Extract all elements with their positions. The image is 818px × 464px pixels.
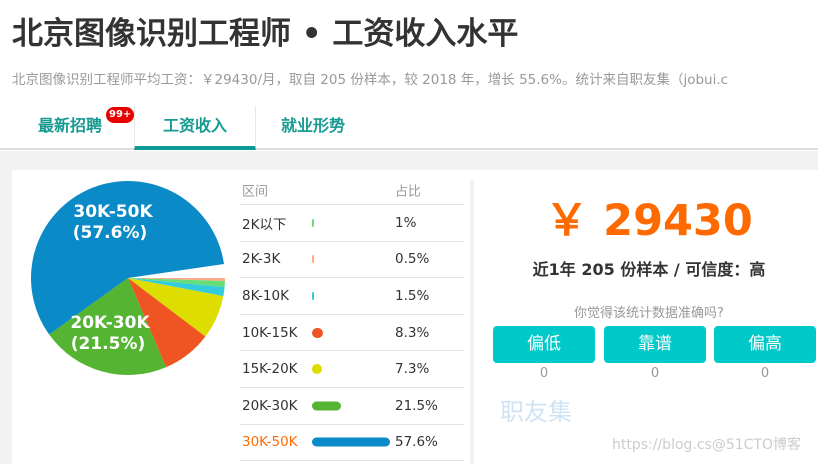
table-row: 10K-15K 8.3%	[240, 315, 464, 352]
share-percent: 21.5%	[395, 397, 438, 414]
pie-label-percent: (21.5%)	[71, 334, 146, 354]
header-share: 占比	[395, 184, 422, 200]
table-row: 15K-20K 7.3%	[240, 351, 464, 388]
sample-info: 近1年 205 份样本 / 可信度：高	[532, 260, 766, 279]
count-badge: 99+	[106, 107, 135, 123]
vote-accurate-count: 0	[650, 366, 660, 381]
vote-low-button[interactable]: 偏低	[493, 326, 595, 363]
tab-salary[interactable]: 工资收入	[134, 106, 256, 150]
share-bar	[312, 327, 324, 338]
tab-employment[interactable]: 就业形势	[281, 106, 345, 150]
vote-accurate-button[interactable]: 靠谱	[604, 326, 706, 363]
tab-bar: 最新招聘 99+ 工资收入 就业形势	[0, 106, 818, 150]
pie-slice-2K以下	[128, 278, 225, 288]
divider	[470, 180, 474, 464]
tab-latest-jobs[interactable]: 最新招聘	[38, 106, 102, 150]
table-row: 8K-10K 1.5%	[240, 278, 464, 315]
share-percent: 1.5%	[395, 287, 430, 304]
page-subtitle: 北京图像识别工程师平均工资：￥29430/月，取自 205 份样本，较 2018…	[12, 72, 729, 88]
share-bar	[312, 255, 314, 264]
salary-pie-chart: 30K-50K (57.6%) 20K-30K (21.5%)	[30, 180, 225, 375]
range-label: 20K-30K	[242, 397, 298, 414]
range-label: 8K-10K	[242, 287, 289, 304]
share-percent: 57.6%	[395, 434, 438, 451]
range-label: 2K以下	[242, 216, 287, 233]
table-row: 2K-3K 0.5%	[240, 242, 464, 279]
salary-distribution-table: 区间 占比 2K以下 1% 2K-3K 0.5% 8K-10K 1.5% 10K-15…	[240, 176, 464, 462]
range-label: 30K-50K	[242, 434, 298, 451]
share-bar	[312, 364, 322, 375]
share-bar	[312, 437, 390, 447]
share-bar	[312, 218, 314, 227]
page-title: 北京图像识别工程师 • 工资收入水平	[12, 16, 519, 52]
pie-slice-30K-50K	[30, 180, 224, 335]
table-row: 30K-50K 57.6%	[240, 425, 464, 462]
header-range: 区间	[242, 184, 269, 200]
share-percent: 8.3%	[395, 324, 430, 341]
pie-slice-10K-15K	[128, 278, 206, 368]
tab-label: 工资收入	[162, 116, 227, 135]
share-percent: 1%	[395, 214, 417, 231]
vote-low-count: 0	[539, 366, 549, 381]
accuracy-question: 你觉得该统计数据准确吗?	[574, 306, 724, 321]
pie-slice-2K-3K	[128, 278, 225, 282]
table-row: 20K-30K 21.5%	[240, 388, 464, 425]
pie-slice-15K-20K	[128, 278, 224, 337]
pie-slice-8K-10K	[128, 278, 225, 297]
share-bar	[312, 291, 314, 300]
share-percent: 0.5%	[395, 251, 430, 268]
range-label: 10K-15K	[242, 324, 298, 341]
share-bar	[312, 401, 342, 411]
tab-label: 最新招聘	[38, 116, 103, 135]
table-header: 区间 占比	[240, 176, 464, 205]
share-percent: 7.3%	[395, 361, 430, 378]
range-label: 15K-20K	[242, 361, 298, 378]
vote-high-count: 0	[760, 366, 770, 381]
average-salary: ￥ 29430	[545, 196, 753, 246]
site-watermark: 职友集	[500, 398, 572, 426]
pie-slice-20K-30K	[49, 278, 166, 375]
tab-label: 就业形势	[281, 116, 346, 135]
vote-high-button[interactable]: 偏高	[714, 326, 816, 363]
range-label: 2K-3K	[242, 251, 281, 268]
table-row: 2K以下 1%	[240, 205, 464, 242]
pie-label-percent: (57.6%)	[73, 223, 148, 243]
pie-label-name: 20K-30K	[70, 313, 150, 333]
blog-watermark: https://blog.cs@51CTO博客	[612, 437, 802, 453]
pie-label-name: 30K-50K	[73, 202, 153, 222]
